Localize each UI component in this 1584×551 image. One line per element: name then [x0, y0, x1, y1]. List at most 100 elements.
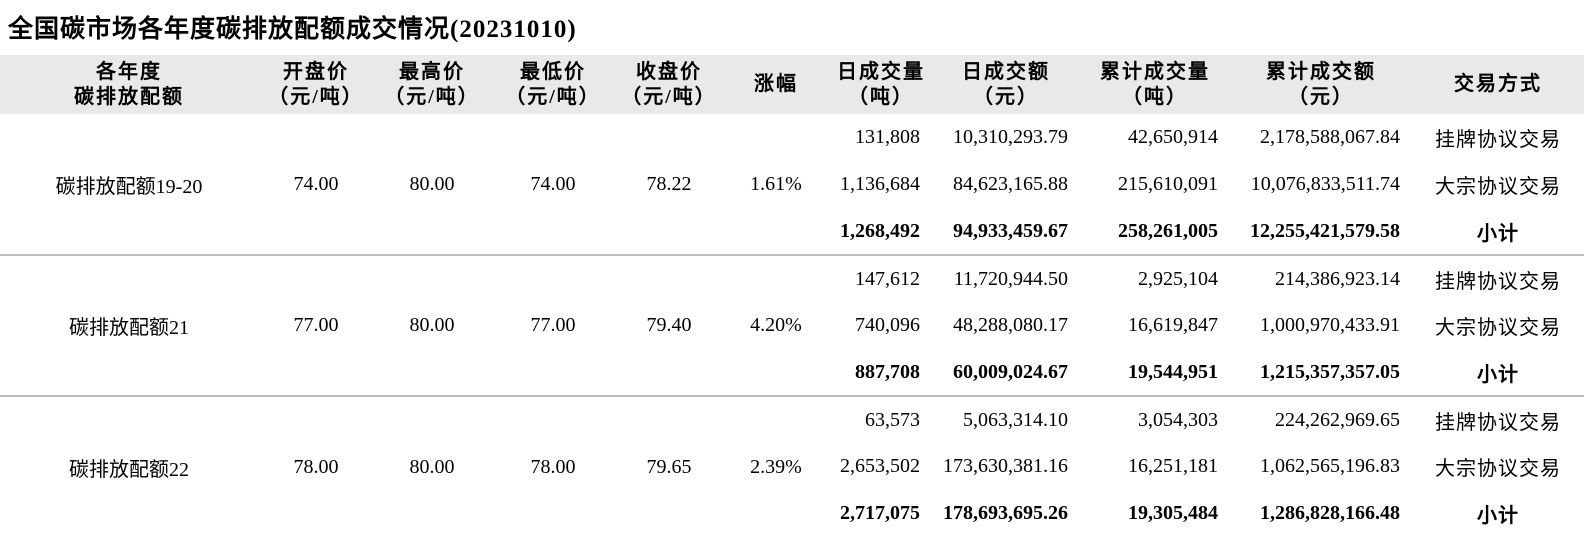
- header-line1: 日成交额: [962, 60, 1050, 83]
- header-line1: 日成交量: [837, 60, 925, 83]
- cell-daily-amount: 84,623,165.88: [953, 173, 1068, 195]
- cell-daily-amount: 173,630,381.16: [943, 455, 1068, 477]
- header-line2: （元/吨）: [621, 85, 717, 108]
- cell-cum-amount: 214,386,923.14: [1230, 254, 1412, 302]
- cell-cum-amount: 1,286,828,166.48: [1260, 502, 1400, 524]
- cell-cum-volume: 19,305,484: [1128, 502, 1218, 524]
- cell-trade-method: 大宗协议交易: [1435, 176, 1561, 198]
- col-header-daily-volume: 日成交量 （吨）: [830, 55, 932, 114]
- header-row: 各年度 碳排放配额 开盘价 （元/吨） 最高价 （元/吨） 最低价 （元/吨） …: [0, 55, 1584, 114]
- cell-daily-amount: 48,288,080.17: [953, 314, 1068, 336]
- cell-trade-method: 大宗协议交易: [1435, 317, 1561, 339]
- header-line1: 交易方式: [1454, 73, 1542, 95]
- col-header-close-price: 收盘价 （元/吨）: [616, 55, 722, 114]
- table-header: 各年度 碳排放配额 开盘价 （元/吨） 最高价 （元/吨） 最低价 （元/吨） …: [0, 55, 1584, 114]
- cell-daily-volume: 740,096: [855, 314, 920, 336]
- header-line1: 最高价: [399, 60, 465, 83]
- table-row: 碳排放配额21 77.00 80.00 77.00 79.40 4.20% 14…: [0, 254, 1584, 396]
- cell-low-price: 77.00: [490, 254, 616, 396]
- col-header-change: 涨幅: [722, 55, 830, 114]
- cell-high-price: 80.00: [374, 254, 490, 396]
- cell-cum-amount: 2,178,588,067.84: [1260, 126, 1400, 148]
- header-line1: 开盘价: [283, 60, 349, 83]
- header-line2: 碳排放配额: [74, 85, 184, 108]
- cell-open-price: 77.00: [258, 254, 374, 396]
- cell-trade-method: 大宗协议交易: [1435, 458, 1561, 480]
- cell-cum-volume: 2,925,104: [1080, 254, 1230, 302]
- header-line1: 各年度: [96, 60, 162, 83]
- cell-open-price: 78.00: [258, 395, 374, 537]
- cell-trade-method: 挂牌协议交易: [1435, 129, 1561, 151]
- carbon-market-table: 各年度 碳排放配额 开盘价 （元/吨） 最高价 （元/吨） 最低价 （元/吨） …: [0, 55, 1584, 537]
- cell-high-price: 80.00: [409, 172, 455, 195]
- header-line1: 累计成交量: [1100, 60, 1210, 83]
- cell-cum-volume: 16,619,847: [1128, 314, 1218, 336]
- table-row: 1,136,684 84,623,165.88 215,610,091 10,0…: [0, 161, 1584, 208]
- table-row: 740,096 48,288,080.17 16,619,847 1,000,9…: [0, 302, 1584, 349]
- header-line2: （元）: [973, 85, 1039, 108]
- cell-daily-volume: 63,573: [830, 395, 932, 443]
- header-line2: （元）: [1288, 85, 1354, 108]
- header-line1: 涨幅: [754, 73, 798, 95]
- cell-change-pct: 2.39%: [722, 395, 830, 537]
- cell-cum-amount: 12,255,421,579.58: [1250, 219, 1400, 242]
- table-row: 碳排放配额19-20 74.00 80.00 74.00 78.22 1.61%…: [0, 114, 1584, 198]
- cell-daily-amount: 10,310,293.79: [953, 126, 1068, 148]
- table-body: 碳排放配额19-20 74.00 80.00 74.00 78.22 1.61%…: [0, 114, 1584, 537]
- col-header-cum-amount: 累计成交额 （元）: [1230, 55, 1412, 114]
- cell-trade-method: 挂牌协议交易: [1412, 254, 1584, 302]
- cell-year-label: 碳排放配额21: [0, 254, 258, 396]
- subtotal-row: 887,708 60,009,024.67 19,544,951 1,215,3…: [0, 349, 1584, 396]
- cell-year-label: 碳排放配额22: [0, 395, 258, 537]
- cell-cum-amount: 224,262,969.65: [1230, 395, 1412, 443]
- cell-cum-volume: 16,251,181: [1128, 455, 1218, 477]
- cell-cum-amount: 1,215,357,357.05: [1260, 360, 1400, 383]
- cell-close-price: 79.40: [616, 254, 722, 396]
- header-line1: 累计成交额: [1266, 60, 1376, 83]
- cell-cum-amount: 1,062,565,196.83: [1260, 455, 1400, 477]
- cell-cum-amount: 1,000,970,433.91: [1260, 314, 1400, 336]
- cell-open-price: 74.00: [293, 172, 339, 195]
- cell-trade-method: 小计: [1477, 222, 1519, 245]
- cell-daily-amount: 94,933,459.67: [953, 219, 1068, 242]
- cell-trade-method: 小计: [1477, 363, 1519, 386]
- header-line2: （元/吨）: [268, 85, 364, 108]
- cell-daily-volume: 147,612: [830, 254, 932, 302]
- header-line1: 收盘价: [636, 60, 702, 83]
- cell-cum-volume: 42,650,914: [1128, 126, 1218, 148]
- header-line1: 最低价: [520, 60, 586, 83]
- cell-daily-volume: 1,268,492: [840, 219, 920, 242]
- page-title: 全国碳市场各年度碳排放配额成交情况(20231010): [8, 16, 577, 43]
- cell-daily-volume: 887,708: [855, 360, 920, 383]
- cell-cum-amount: 10,076,833,511.74: [1250, 173, 1400, 195]
- cell-change-pct: 1.61%: [750, 172, 802, 195]
- cell-daily-volume: 131,808: [855, 126, 920, 148]
- cell-high-price: 80.00: [374, 395, 490, 537]
- cell-daily-volume: 1,136,684: [840, 173, 920, 195]
- cell-cum-volume: 215,610,091: [1118, 173, 1218, 195]
- col-header-high-price: 最高价 （元/吨）: [374, 55, 490, 114]
- cell-daily-amount: 5,063,314.10: [932, 395, 1080, 443]
- cell-cum-volume: 258,261,005: [1118, 219, 1218, 242]
- col-header-year: 各年度 碳排放配额: [0, 55, 258, 114]
- cell-year-label: 碳排放配额19-20: [55, 175, 203, 198]
- cell-change-pct: 4.20%: [722, 254, 830, 396]
- header-line2: （元/吨）: [384, 85, 480, 108]
- cell-daily-volume: 2,717,075: [840, 502, 920, 524]
- cell-cum-volume: 19,544,951: [1128, 360, 1218, 383]
- cell-trade-method: 小计: [1477, 505, 1519, 527]
- header-line2: （吨）: [1122, 85, 1188, 108]
- cell-daily-amount: 60,009,024.67: [953, 360, 1068, 383]
- cell-daily-amount: 11,720,944.50: [932, 254, 1080, 302]
- cell-low-price: 74.00: [530, 172, 576, 195]
- col-header-low-price: 最低价 （元/吨）: [490, 55, 616, 114]
- col-header-cum-volume: 累计成交量 （吨）: [1080, 55, 1230, 114]
- table-row: 碳排放配额22 78.00 80.00 78.00 79.65 2.39% 63…: [0, 395, 1584, 537]
- table-row: 2,653,502 173,630,381.16 16,251,181 1,06…: [0, 443, 1584, 490]
- cell-low-price: 78.00: [490, 395, 616, 537]
- cell-cum-volume: 3,054,303: [1080, 395, 1230, 443]
- cell-close-price: 78.22: [646, 172, 692, 195]
- col-header-open-price: 开盘价 （元/吨）: [258, 55, 374, 114]
- cell-daily-amount: 178,693,695.26: [943, 502, 1068, 524]
